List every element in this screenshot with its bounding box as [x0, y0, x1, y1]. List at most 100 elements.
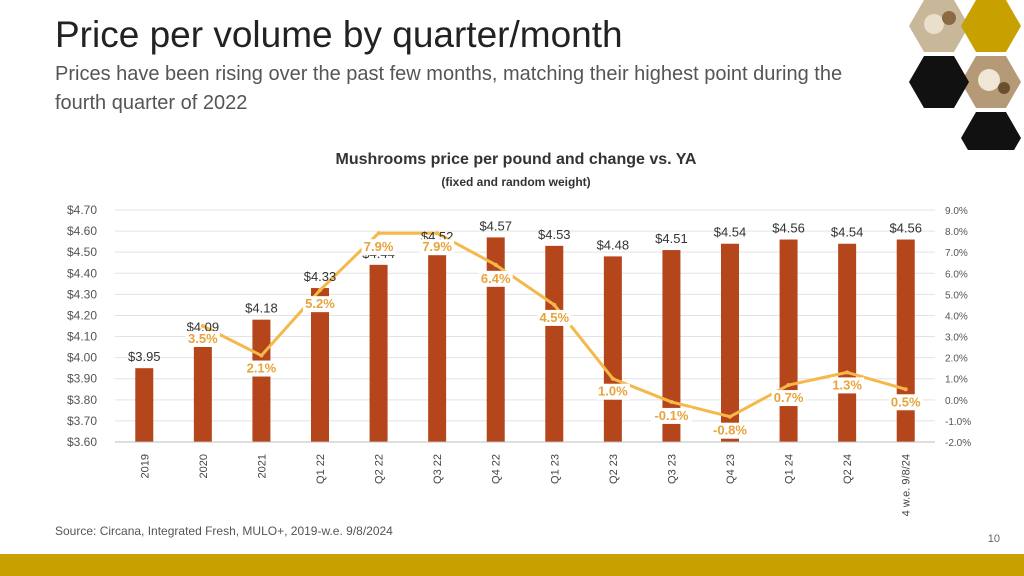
- pct-change-label: 7.9%: [364, 239, 394, 254]
- y-right-tick-label: 4.0%: [945, 311, 968, 322]
- line-point: [259, 353, 264, 358]
- line-point: [845, 370, 850, 375]
- pct-change-label: 3.5%: [188, 331, 218, 346]
- bar-value-label: $4.18: [245, 301, 278, 316]
- page-subtitle: Prices have been rising over the past fe…: [55, 63, 843, 114]
- line-point: [903, 387, 908, 392]
- pct-label-bg: [537, 309, 572, 326]
- y-right-tick-label: 5.0%: [945, 290, 968, 301]
- y-left-tick-label: $4.50: [67, 245, 97, 259]
- bar-value-label: $4.09: [187, 320, 220, 335]
- pct-change-label: 1.3%: [832, 377, 862, 392]
- bar-value-label: $4.54: [714, 225, 747, 240]
- x-tick-label: 2021: [256, 454, 268, 478]
- bar: [428, 247, 447, 442]
- y-right-tick-label: -2.0%: [945, 438, 971, 449]
- y-left-tick-label: $4.10: [67, 330, 97, 344]
- x-tick-label: 2020: [198, 454, 210, 478]
- hexagon-gold: [961, 0, 1021, 52]
- pct-change-label: 0.7%: [774, 390, 804, 405]
- bar: [135, 368, 154, 442]
- bar-value-label: $4.56: [889, 221, 922, 236]
- x-tick-label: Q2 23: [608, 454, 620, 484]
- hexagon-black-left: [909, 56, 969, 108]
- y-left-tick-label: $3.70: [67, 414, 97, 428]
- x-tick-label: Q1 23: [549, 454, 561, 484]
- y-left-tick-label: $3.90: [67, 372, 97, 386]
- pct-change-label: 7.9%: [422, 239, 452, 254]
- page-number: 10: [987, 533, 1000, 545]
- line-point: [728, 414, 732, 419]
- hexagon-black-bottom: [961, 112, 1021, 150]
- line-point: [610, 376, 615, 381]
- pct-label-bg: [361, 239, 396, 256]
- pct-label-bg: [478, 270, 513, 287]
- x-tick-label: Q1 24: [784, 454, 796, 484]
- chart-subtitle: (fixed and random weight): [441, 175, 590, 189]
- y-left-tick-label: $4.00: [67, 351, 97, 365]
- y-right-tick-label: 0.0%: [945, 396, 968, 407]
- page-title: Price per volume by quarter/month: [55, 14, 623, 55]
- bar: [486, 237, 505, 442]
- bar-value-label: $3.95: [128, 349, 161, 364]
- bar: [369, 264, 388, 442]
- x-tick-label: Q4 22: [491, 454, 503, 484]
- line-point: [786, 383, 791, 388]
- chart-title: Mushrooms price per pound and change vs.…: [336, 151, 697, 168]
- pct-label-bg: [595, 383, 630, 400]
- y-left-tick-label: $4.20: [67, 308, 97, 322]
- x-tick-label: 2019: [139, 454, 151, 478]
- pct-change-label: 1.0%: [598, 384, 628, 399]
- y-left-tick-label: $4.70: [67, 203, 97, 217]
- y-left-tick-label: $4.30: [67, 287, 97, 301]
- x-tick-label: Q2 24: [842, 454, 854, 484]
- bar: [603, 256, 622, 442]
- bar: [838, 243, 857, 442]
- pct-label-bg: [185, 331, 220, 347]
- y-left-tick-label: $3.80: [67, 393, 97, 407]
- footer-bar: [0, 554, 1024, 576]
- pct-label-bg: [771, 390, 806, 407]
- x-tick-label: Q3 22: [432, 454, 444, 484]
- pct-change-label: 2.1%: [247, 361, 277, 376]
- line-point: [435, 231, 440, 236]
- bar: [662, 250, 681, 442]
- y-right-tick-label: 3.0%: [945, 333, 968, 344]
- line-point: [669, 399, 674, 404]
- y-left-tick-label: $4.60: [67, 224, 97, 238]
- y-right-tick-label: 8.0%: [945, 227, 968, 238]
- x-tick-label: Q1 22: [315, 454, 327, 484]
- x-tick-label: Q2 22: [374, 454, 386, 484]
- pct-change-label: -0.1%: [654, 408, 688, 423]
- bar: [311, 288, 329, 442]
- y-right-tick-label: 9.0%: [945, 206, 968, 217]
- y-right-tick-label: 1.0%: [945, 375, 968, 386]
- bar-value-label: $4.33: [304, 269, 337, 284]
- y-right-tick-label: -1.0%: [945, 417, 971, 428]
- source-note: Source: Circana, Integrated Fresh, MULO+…: [55, 524, 393, 538]
- y-right-tick-label: 2.0%: [945, 354, 968, 365]
- y-left-tick-label: $3.60: [67, 435, 97, 449]
- bar: [779, 239, 798, 442]
- pct-change-label: 4.5%: [539, 310, 569, 325]
- pct-label-bg: [709, 422, 751, 439]
- pct-change-label: 6.4%: [481, 271, 511, 286]
- pct-change-label: -0.8%: [713, 423, 747, 438]
- bar-value-label: $4.51: [655, 231, 688, 246]
- x-tick-label: 4 w.e. 9/8/24: [901, 454, 913, 516]
- pct-label-bg: [888, 394, 923, 411]
- bar: [721, 243, 739, 442]
- y-right-tick-label: 7.0%: [945, 248, 968, 259]
- price-chart: Mushrooms price per pound and change vs.…: [67, 151, 971, 516]
- line-point: [493, 262, 498, 267]
- line-point: [376, 231, 381, 236]
- pct-label-bg: [420, 239, 455, 256]
- pct-label-bg: [650, 407, 692, 424]
- pct-label-bg: [303, 296, 337, 313]
- x-tick-label: Q3 23: [666, 454, 678, 484]
- bar-value-label: $4.57: [479, 218, 512, 233]
- x-tick-label: Q4 23: [725, 454, 737, 484]
- decorative-hexagon-images: [909, 0, 1021, 150]
- bar-value-label: $4.54: [831, 225, 864, 240]
- pct-change-label: 5.2%: [305, 296, 335, 311]
